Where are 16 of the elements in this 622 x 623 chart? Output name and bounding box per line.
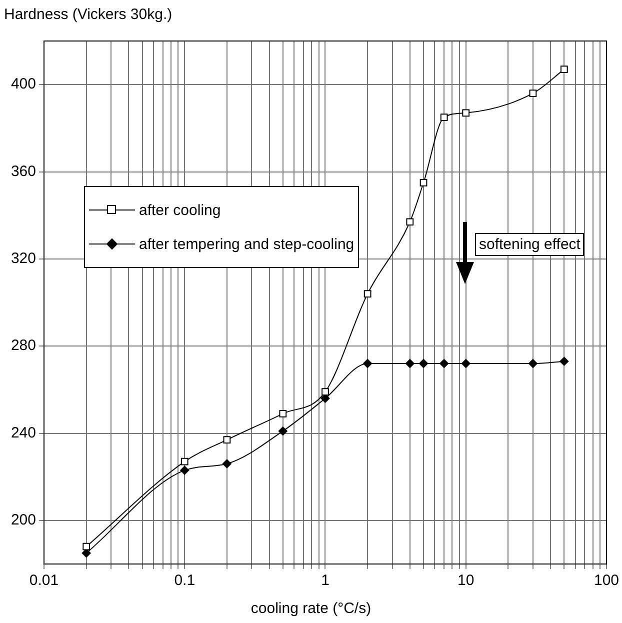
x-tick-label: 10 — [458, 572, 474, 590]
x-tick-label: 100 — [594, 572, 619, 590]
x-tick-label: 1 — [321, 572, 330, 590]
y-tick-label: 200 — [10, 512, 36, 529]
x-tick-label: 0.1 — [174, 572, 196, 590]
y-tick-label: 240 — [10, 424, 36, 442]
annotation: softening effect — [475, 233, 584, 256]
y-tick-label: 320 — [10, 250, 36, 268]
x-tick-label: 0.01 — [29, 572, 59, 590]
y-tick-label: 360 — [10, 162, 36, 180]
legend-label: after tempering and step-cooling — [139, 236, 354, 252]
x-axis-title: cooling rate (°C/s) — [250, 600, 372, 617]
y-tick-label: 400 — [10, 76, 36, 93]
y-axis-title: Hardness (Vickers 30kg.) — [4, 6, 172, 23]
legend-label: after cooling — [139, 202, 221, 218]
y-tick-label: 280 — [10, 337, 36, 354]
